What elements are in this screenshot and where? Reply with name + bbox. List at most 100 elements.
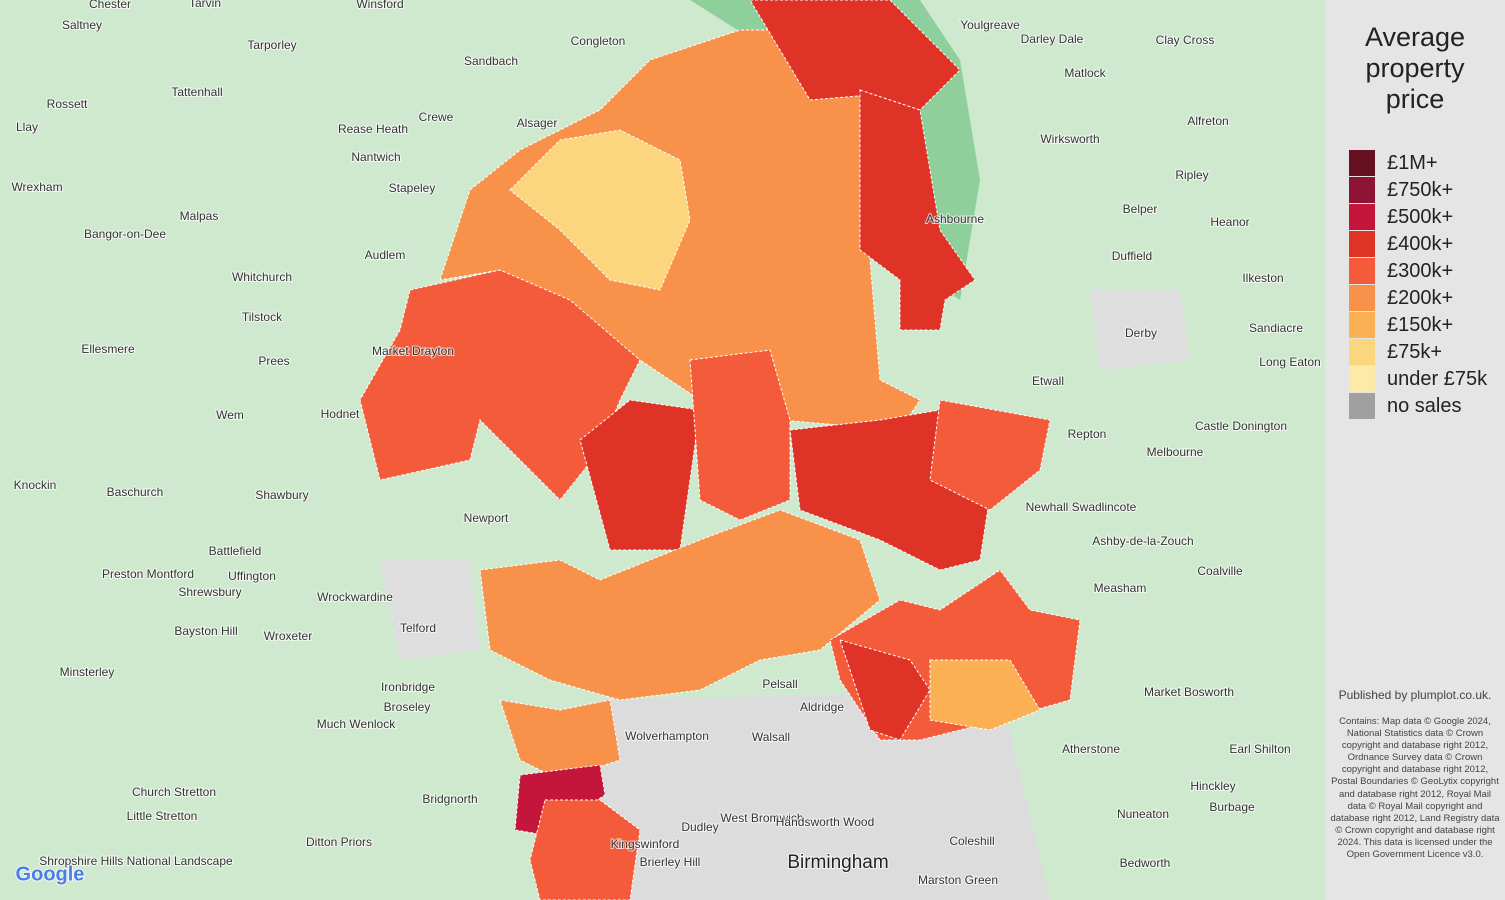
region	[859, 89, 976, 331]
region	[839, 639, 931, 741]
map: Chester Saltney Tarvin Winsford Congleton San…	[0, 0, 1325, 900]
region	[579, 399, 701, 551]
legend-label: £300k+	[1387, 260, 1454, 282]
urban-area	[1090, 290, 1190, 370]
place-label: Marston Green	[918, 873, 998, 887]
place-label: Market Drayton	[372, 344, 454, 358]
region	[359, 269, 641, 501]
legend-label: under £75k	[1387, 368, 1488, 390]
place-label: Wrexham	[11, 180, 62, 194]
place-label: Whitchurch	[232, 270, 292, 284]
place-label: West Bromwich	[720, 811, 803, 825]
place-label: Clay Cross	[1156, 33, 1215, 47]
place-label: Ellesmere	[81, 342, 135, 356]
place-label: Handsworth Wood	[776, 815, 875, 829]
place-label: Atherstone	[1062, 742, 1120, 756]
place-label: Uffington	[228, 569, 276, 583]
place-label: Llay	[16, 120, 38, 134]
region	[479, 509, 881, 701]
place-label: Bayston Hill	[174, 624, 237, 638]
place-label: Tilstock	[242, 310, 283, 324]
place-label: Tarvin	[189, 0, 221, 10]
legend-swatch	[1349, 150, 1375, 176]
place-label: Nuneaton	[1117, 807, 1169, 821]
legend-title: Average property price	[1364, 22, 1466, 114]
place-label: Market Bosworth	[1144, 685, 1234, 699]
place-label: Tattenhall	[171, 85, 222, 99]
place-label: Youlgreave	[960, 18, 1020, 32]
place-label: Broseley	[384, 700, 431, 714]
legend-swatch	[1349, 339, 1375, 365]
legend-swatch	[1349, 366, 1375, 392]
region	[499, 699, 621, 781]
place-label: Bangor-on-Dee	[84, 227, 166, 241]
place-label: Chester	[89, 0, 131, 11]
place-label: Newport	[464, 511, 509, 525]
place-label: Measham	[1094, 581, 1147, 595]
place-label: Audlem	[365, 248, 406, 262]
place-label: Shrewsbury	[178, 585, 241, 599]
legend-swatch	[1349, 285, 1375, 311]
place-label: Saltney	[62, 18, 102, 32]
place-label: Kingswinford	[611, 837, 680, 851]
place-label: Bridgnorth	[422, 792, 477, 806]
legend-label: £750k+	[1387, 179, 1454, 201]
place-label: Birmingham	[787, 852, 888, 873]
place-label: Coalville	[1197, 564, 1243, 578]
place-label: Belper	[1123, 202, 1158, 216]
place-label: Rease Heath	[338, 122, 408, 136]
place-label: Melbourne	[1147, 445, 1204, 459]
legend-swatch	[1349, 204, 1375, 230]
urban-area	[380, 560, 480, 660]
region	[929, 659, 1041, 731]
place-label: Hinckley	[1190, 779, 1235, 793]
region	[509, 129, 691, 291]
place-label: Ditton Priors	[306, 835, 372, 849]
place-label: Etwall	[1032, 374, 1064, 388]
place-label: Aldridge	[800, 700, 844, 714]
place-label: Google	[16, 863, 85, 885]
place-label: Malpas	[180, 209, 219, 223]
place-label: Coleshill	[949, 834, 994, 848]
place-label: Preston Montford	[102, 567, 194, 581]
publisher: Published by plumplot.co.uk.	[1338, 688, 1492, 702]
place-label: Wirksworth	[1040, 132, 1099, 146]
region	[929, 399, 1051, 511]
legend-swatch	[1349, 312, 1375, 338]
place-label: Newhall Swadlincote	[1026, 500, 1137, 514]
place-label: Ironbridge	[381, 680, 435, 694]
place-label: Winsford	[356, 0, 403, 11]
legend-label: £500k+	[1387, 206, 1454, 228]
place-label: Alfreton	[1187, 114, 1228, 128]
legend-label: no sales	[1387, 395, 1462, 417]
place-label: Much Wenlock	[317, 717, 396, 731]
place-label: Long Eaton	[1259, 355, 1320, 369]
place-label: Brierley Hill	[640, 855, 701, 869]
regions	[359, 0, 1081, 900]
place-label: Wroxeter	[264, 629, 312, 643]
place-label: Wem	[216, 408, 244, 422]
place-label: Wrockwardine	[317, 590, 393, 604]
place-label: Church Stretton	[132, 785, 216, 799]
place-label: Knockin	[14, 478, 57, 492]
attribution: Contains: Map data © Google 2024, Nation…	[1330, 716, 1500, 861]
place-label: Minsterley	[60, 665, 115, 679]
place-label: Rossett	[47, 97, 88, 111]
place-label: Burbage	[1209, 800, 1255, 814]
place-label: Nantwich	[351, 150, 400, 164]
place-label: Sandiacre	[1249, 321, 1303, 335]
legend-swatch	[1349, 231, 1375, 257]
legend-panel: Average property price Published by plum…	[1325, 0, 1505, 900]
place-label: Alsager	[517, 116, 558, 130]
place-label: Battlefield	[209, 544, 262, 558]
legend-label: £75k+	[1387, 341, 1443, 363]
place-label: Hodnet	[321, 407, 360, 421]
place-label: Bedworth	[1120, 856, 1171, 870]
place-label: Baschurch	[107, 485, 164, 499]
place-label: Ilkeston	[1242, 271, 1283, 285]
place-label: Prees	[258, 354, 289, 368]
place-label: Derby	[1125, 326, 1157, 340]
legend-swatch	[1349, 177, 1375, 203]
place-label: Walsall	[752, 730, 790, 744]
